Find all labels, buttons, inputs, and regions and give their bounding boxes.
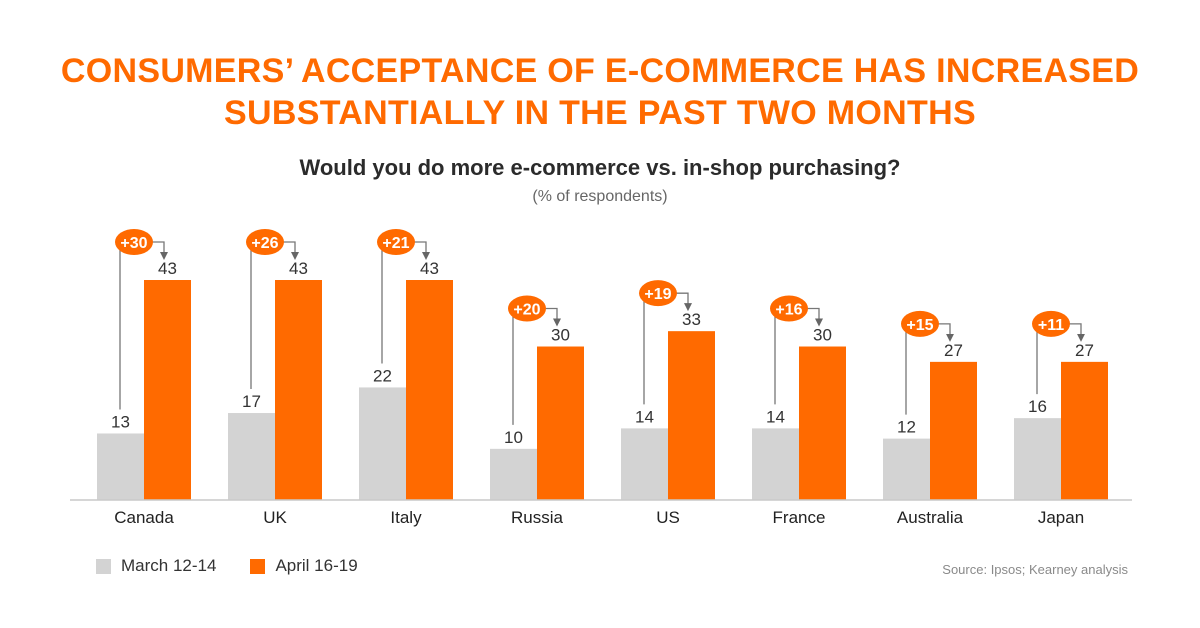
data-label-march-japan: 16 (1028, 397, 1047, 416)
x-tick-label-australia: Australia (897, 508, 964, 527)
data-label-march-canada: 13 (111, 412, 130, 431)
bar-march-us (621, 428, 668, 500)
data-label-march-france: 14 (766, 407, 785, 426)
data-label-april-canada: 43 (158, 259, 177, 278)
change-bubble-us (639, 280, 677, 307)
bar-march-canada (97, 433, 144, 500)
bar-april-france (799, 346, 846, 500)
bar-april-us (668, 331, 715, 500)
data-label-april-uk: 43 (289, 259, 308, 278)
data-label-april-us: 33 (682, 310, 701, 329)
change-bubble-france (770, 295, 808, 322)
change-bubble-japan (1032, 310, 1070, 337)
change-label-uk: +26 (251, 235, 278, 252)
x-tick-label-uk: UK (263, 508, 287, 527)
change-label-france: +16 (775, 302, 802, 319)
data-label-march-uk: 17 (242, 392, 261, 411)
data-label-april-france: 30 (813, 326, 832, 345)
legend-swatch-april (250, 558, 266, 574)
headline-line-1: CONSUMERS’ ACCEPTANCE OF E-COMMERCE HAS … (60, 52, 1140, 90)
bar-march-italy (359, 387, 406, 500)
x-tick-label-italy: Italy (390, 508, 422, 527)
bar-march-russia (490, 448, 537, 500)
x-tick-label-japan: Japan (1038, 508, 1084, 527)
data-label-march-us: 14 (635, 407, 654, 426)
change-label-italy: +21 (382, 235, 409, 252)
change-label-canada: +30 (120, 235, 147, 252)
chart-legend: March 12-14 April 16-19 (96, 556, 392, 576)
change-bubble-canada (115, 229, 153, 255)
change-bubble-russia (508, 295, 546, 322)
change-label-australia: +15 (906, 317, 933, 334)
legend-swatch-march (96, 558, 111, 574)
x-tick-label-us: US (656, 508, 680, 527)
data-label-april-russia: 30 (551, 326, 570, 345)
change-bubble-australia (901, 310, 939, 337)
change-label-us: +19 (644, 286, 671, 303)
bar-april-japan (1061, 361, 1108, 500)
legend-label-march: March 12-14 (121, 556, 217, 575)
change-label-japan: +11 (1038, 317, 1064, 334)
source-note: Source: Ipsos; Kearney analysis (942, 562, 1128, 577)
data-label-april-japan: 27 (1075, 341, 1094, 360)
chart-unit-label: (% of respondents) (532, 188, 668, 205)
chart-subtitle: Would you do more e-commerce vs. in-shop… (299, 155, 901, 180)
bar-april-italy (406, 280, 453, 500)
bar-march-france (752, 428, 799, 500)
legend-item-april: April 16-19 (250, 556, 358, 576)
legend-item-march: March 12-14 (96, 556, 216, 576)
data-label-march-italy: 22 (373, 366, 392, 385)
x-tick-label-russia: Russia (511, 508, 564, 527)
bar-april-canada (144, 280, 191, 500)
change-bubble-uk (246, 229, 284, 255)
x-tick-label-canada: Canada (114, 508, 174, 527)
data-label-march-australia: 12 (897, 418, 916, 437)
bar-march-japan (1014, 418, 1061, 500)
bar-april-uk (275, 280, 322, 500)
x-tick-label-france: France (773, 508, 826, 527)
headline-line-2: SUBSTANTIALLY IN THE PAST TWO MONTHS (224, 94, 976, 132)
bar-april-australia (930, 361, 977, 500)
headline: CONSUMERS’ ACCEPTANCE OF E-COMMERCE HAS … (0, 50, 1200, 134)
data-label-march-russia: 10 (504, 428, 523, 447)
data-label-april-australia: 27 (944, 341, 963, 360)
change-bubble-italy (377, 229, 415, 255)
legend-label-april: April 16-19 (275, 556, 358, 575)
bar-march-uk (228, 413, 275, 500)
data-label-april-italy: 43 (420, 259, 439, 278)
change-label-russia: +20 (513, 302, 540, 319)
bar-march-australia (883, 438, 930, 500)
bar-april-russia (537, 346, 584, 500)
